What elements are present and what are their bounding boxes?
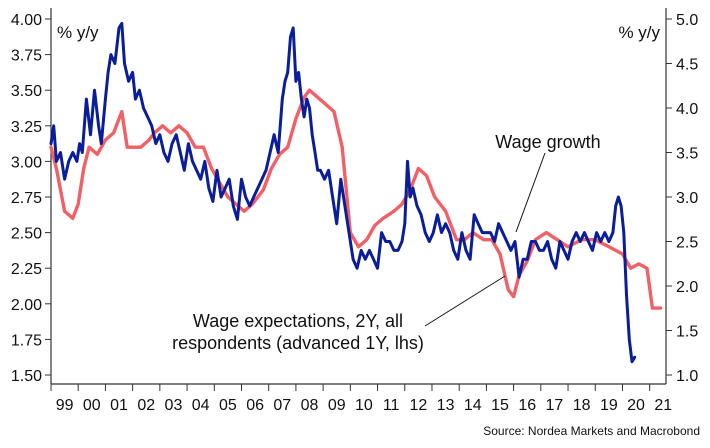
x-tick-label: 07 (273, 397, 291, 414)
wage-expectations-line (49, 88, 663, 310)
x-tick-label: 14 (464, 397, 482, 414)
x-tick-label: 12 (409, 397, 427, 414)
left-tick-label: 3.50 (11, 83, 42, 100)
right-axis-ticks: 5.0 4.5 4.0 3.5 3.0 2.5 2.0 1.5 1.0 (666, 12, 698, 385)
right-axis-unit: % y/y (618, 23, 660, 42)
right-tick-label: 3.5 (676, 146, 698, 163)
left-tick-label: 3.25 (11, 119, 42, 136)
expectations-label-line1: Wage expectations, 2Y, all (193, 311, 403, 331)
left-axis-ticks: 4.00 3.75 3.50 3.25 3.00 2.75 2.50 2.25 2.00 1.75… (11, 12, 51, 385)
x-tick-label: 04 (192, 397, 210, 414)
wage-growth-line (49, 21, 637, 364)
x-tick-label: 01 (110, 397, 128, 414)
wage-growth-leader-line (515, 152, 546, 233)
left-tick-label: 4.00 (11, 12, 42, 29)
x-axis-ticks: 99 00 01 02 03 04 05 06 07 08 09 10 11 12 13 14 15 16 17 18… (50, 384, 672, 414)
x-tick-label: 06 (246, 397, 264, 414)
right-tick-label: 1.5 (676, 324, 698, 341)
left-tick-label: 2.75 (11, 190, 42, 207)
x-tick-label: 10 (355, 397, 373, 414)
right-tick-label: 4.0 (676, 101, 698, 118)
left-axis-unit: % y/y (57, 23, 99, 42)
right-tick-label: 3.0 (676, 190, 698, 207)
right-tick-label: 2.0 (676, 279, 698, 296)
left-tick-label: 1.50 (11, 368, 42, 385)
right-tick-label: 1.0 (676, 368, 698, 385)
x-tick-label: 00 (83, 397, 101, 414)
left-tick-label: 2.50 (11, 226, 42, 243)
x-tick-label: 17 (546, 397, 564, 414)
left-tick-label: 2.25 (11, 261, 42, 278)
x-tick-label: 09 (328, 397, 346, 414)
x-tick-label: 15 (491, 397, 509, 414)
x-tick-label: 13 (437, 397, 455, 414)
expectations-leader-line (424, 275, 506, 327)
source-note: Source: Nordea Markets and Macrobond (483, 424, 700, 438)
left-tick-label: 3.75 (11, 48, 42, 65)
right-tick-label: 4.5 (676, 57, 698, 74)
left-tick-label: 3.00 (11, 154, 42, 171)
x-tick-label: 02 (137, 397, 155, 414)
x-tick-label: 18 (573, 397, 591, 414)
x-tick-label: 99 (56, 397, 74, 414)
series-layer (49, 21, 663, 364)
x-tick-label: 08 (301, 397, 319, 414)
x-tick-label: 11 (383, 397, 400, 414)
x-tick-label: 03 (165, 397, 183, 414)
right-tick-label: 5.0 (676, 12, 698, 29)
expectations-label-line2: respondents (advanced 1Y, lhs) (172, 333, 424, 353)
x-tick-label: 05 (219, 397, 237, 414)
x-tick-label: 20 (627, 397, 645, 414)
right-tick-label: 2.5 (676, 235, 698, 252)
x-tick-label: 19 (600, 397, 618, 414)
left-tick-label: 1.75 (11, 332, 42, 349)
wage-growth-label: Wage growth (495, 132, 600, 152)
left-tick-label: 2.00 (11, 297, 42, 314)
x-tick-label: 21 (654, 397, 672, 414)
x-tick-label: 16 (518, 397, 536, 414)
